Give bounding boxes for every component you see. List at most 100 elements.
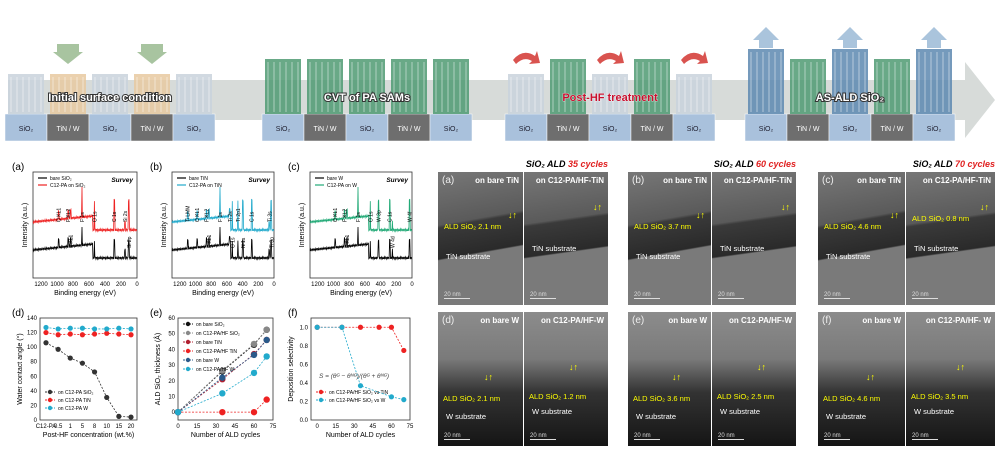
data-point xyxy=(116,413,122,419)
chart-a: (a) Binding energy (eV) Intensity (a.u.) 12… xyxy=(12,162,139,297)
substrate-label: W substrate xyxy=(446,412,487,421)
data-point xyxy=(104,330,110,336)
data-point xyxy=(401,397,407,403)
x-tick-label: 30 xyxy=(351,424,358,430)
deposition-arrow-icon xyxy=(137,44,167,64)
substrate-region xyxy=(744,113,788,142)
scale-bar: 20 nm xyxy=(824,433,850,440)
peak-label: F KL2 xyxy=(66,208,72,222)
peak-label: C 1s xyxy=(388,211,394,222)
data-point xyxy=(104,394,110,401)
data-point xyxy=(79,332,86,338)
peak-label: O 1s xyxy=(92,211,98,222)
step-block: SiO₂ TiN / W SiO₂ TiN / W SiO₂ Initial surfac… xyxy=(4,44,216,142)
data-point xyxy=(79,325,86,331)
scale-bar: 20 nm xyxy=(824,292,850,299)
thickness-arrows-icon: ↓↑ xyxy=(508,210,517,220)
x-tick-label: 400 xyxy=(376,282,387,288)
data-point xyxy=(116,331,122,337)
y-tick-label: 0.0 xyxy=(300,418,309,424)
legend-marker xyxy=(185,330,191,336)
peak-label: F KL1 xyxy=(69,234,75,248)
x-tick-label: 15 xyxy=(116,424,123,430)
region-label: TiN / W xyxy=(56,126,79,133)
peak-label: Ti 3s xyxy=(267,211,273,222)
region-label: SiO₂ xyxy=(276,126,291,133)
tem-image-treated: on C12-PA/HF-TiN ALD SiO₂ 0.8 nm TiN subst… xyxy=(906,172,995,305)
step-block: SiO₂ TiN / W SiO₂ TiN / W SiO₂ CVT of PA SAMs xyxy=(261,59,473,142)
tem-image-treated: on C12-PA/HF-W ALD SiO₂ 2.5 nm W substrate… xyxy=(712,312,796,446)
thickness-arrows-icon: ↓↑ xyxy=(980,202,989,212)
x-tick-label: 45 xyxy=(370,424,377,430)
legend-entry: on C12-PA/HF W xyxy=(196,367,235,373)
y-tick-label: 30 xyxy=(168,363,175,369)
data-point xyxy=(401,347,407,354)
substrate-label: W substrate xyxy=(532,407,573,416)
x-tick-label: 5 xyxy=(81,424,85,430)
substrate-label: TiN substrate xyxy=(914,244,959,253)
scale-bar: 20 nm xyxy=(530,433,556,440)
substrate-region xyxy=(504,113,548,142)
region-label: TiN / W xyxy=(880,126,903,133)
series-line xyxy=(177,356,267,413)
y-axis-label: ALD SiO₂ thickness (Å) xyxy=(153,333,162,405)
title-prefix: SiO₂ ALD xyxy=(912,159,955,169)
legend-entry: bare W xyxy=(327,176,343,182)
surface-layer xyxy=(748,49,784,114)
step-title: CVT of PA SAMs xyxy=(324,92,410,104)
data-point xyxy=(219,374,226,381)
data-point xyxy=(104,326,110,332)
ald-thickness-label: ALD SiO₂ 1.2 nm xyxy=(529,392,587,401)
data-point xyxy=(219,408,226,416)
data-point xyxy=(43,340,49,346)
legend-entry: on C12-PA SiO₂ xyxy=(58,390,94,396)
tem-image-treated: on C12-PA/HF- W ALD SiO₂ 3.5 nm W substrat… xyxy=(906,312,995,446)
y-tick-label: 140 xyxy=(27,316,38,322)
region-label: SiO₂ xyxy=(19,126,34,133)
region-label: SiO₂ xyxy=(843,126,858,133)
ald-thickness-label: ALD SiO₂ 0.8 nm xyxy=(912,214,970,223)
ald-thickness-label: ALD SiO₂ 3.7 nm xyxy=(634,222,692,231)
substrate-label: TiN substrate xyxy=(636,252,681,261)
data-point xyxy=(174,408,182,416)
data-point xyxy=(250,340,258,348)
region-label: SiO₂ xyxy=(759,126,774,133)
legend-entry: on bare TiN xyxy=(196,340,222,346)
x-tick-label: 10 xyxy=(103,424,110,430)
panel-label: (e) xyxy=(150,308,162,319)
peak-label: F KL1 xyxy=(345,234,351,248)
y-axis-label: Water contact angle (°) xyxy=(16,333,24,404)
panel-label: (f) xyxy=(288,308,297,319)
x-tick-label: 0 xyxy=(272,282,276,288)
y-tick-label: 10 xyxy=(168,394,175,400)
panel-label: (f) xyxy=(822,315,832,326)
cycle-count: 70 cycles xyxy=(954,159,995,169)
x-tick-label: 1 xyxy=(69,424,73,430)
x-tick-label: 60 xyxy=(388,424,395,430)
peak-label: F 1s xyxy=(356,212,362,222)
peak-label: W 4d xyxy=(390,236,396,248)
tem-image-treated: on C12-PA/HF-W ALD SiO₂ 1.2 nm W substrate… xyxy=(524,312,608,446)
step-block: SiO₂ TiN / W SiO₂ TiN / W SiO₂ AS-ALD SiO₂ xyxy=(744,27,956,142)
hf-removal-arrow-icon xyxy=(597,51,624,64)
x-tick-label: 400 xyxy=(238,282,249,288)
thickness-arrows-icon: ↓↑ xyxy=(696,210,705,220)
growth-arrow-icon xyxy=(753,27,779,48)
condition-label: on bare TiN xyxy=(663,176,707,185)
substrate-label: TiN substrate xyxy=(720,244,765,253)
series-line xyxy=(177,329,267,413)
data-point xyxy=(388,324,395,330)
peak-label: F KL2 xyxy=(343,208,349,222)
x-tick-label: 800 xyxy=(206,282,217,288)
tem-image-treated: on C12-PA/HF-TiN TiN substrate 20 nm ↓↑ xyxy=(712,172,796,305)
substrate-label: TiN substrate xyxy=(446,252,491,261)
x-tick-label: 0 xyxy=(176,424,180,430)
chart-f: (f) Number of ALD cycles Deposition select… xyxy=(288,308,414,439)
condition-label: on bare TiN xyxy=(857,176,901,185)
scale-bar: 20 nm xyxy=(530,292,556,299)
panel-label: (c) xyxy=(822,175,834,186)
x-tick-label: 1000 xyxy=(50,282,64,288)
ald-thickness-label: ALD SiO₂ 2.1 nm xyxy=(443,394,501,403)
y-axis-label: Deposition selectivity xyxy=(288,336,295,402)
